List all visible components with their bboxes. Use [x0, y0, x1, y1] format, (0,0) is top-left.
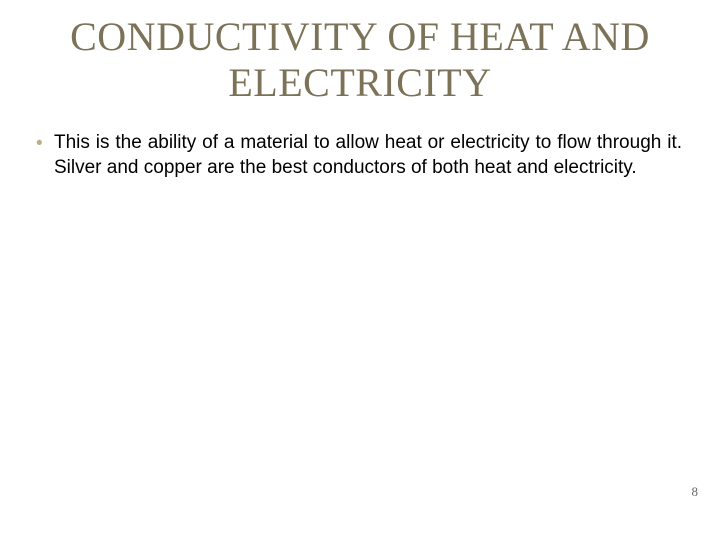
page-number: 8	[692, 484, 699, 500]
slide-title: CONDUCTIVITY OF HEAT AND ELECTRICITY	[36, 14, 684, 106]
bullet-icon: •	[36, 130, 54, 157]
list-item: • This is the ability of a material to a…	[36, 130, 682, 180]
body-list: • This is the ability of a material to a…	[36, 130, 684, 180]
body-text: This is the ability of a material to all…	[54, 130, 682, 180]
slide-container: CONDUCTIVITY OF HEAT AND ELECTRICITY • T…	[0, 0, 720, 540]
